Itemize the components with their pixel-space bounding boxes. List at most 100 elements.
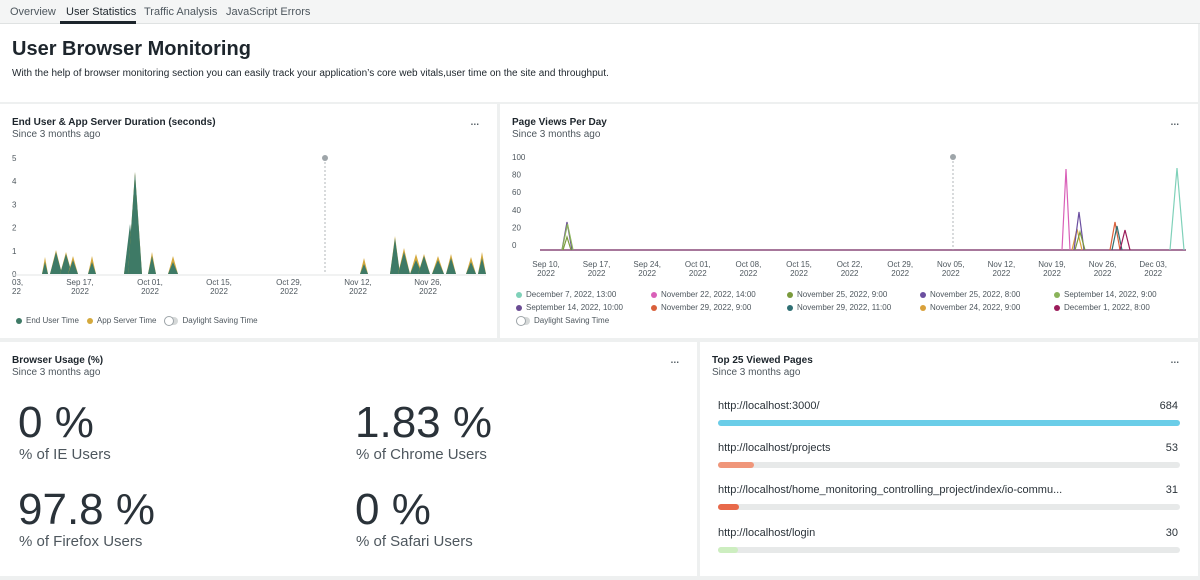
- end-user-area: [88, 262, 96, 274]
- widget-menu-button[interactable]: ...: [1170, 350, 1180, 366]
- legend-item[interactable]: November 22, 2022, 14:00: [651, 290, 756, 299]
- series-line: [562, 234, 572, 251]
- page-link[interactable]: http://localhost/login: [718, 527, 816, 539]
- end-user-area: [390, 238, 400, 274]
- y-tick-label: 80: [512, 171, 521, 180]
- x-tick-label: Oct 08,: [736, 260, 762, 269]
- end-user-area: [478, 258, 486, 274]
- daylight-saving-toggle[interactable]: [516, 315, 530, 326]
- daylight-saving-row: Daylight Saving Time: [516, 315, 610, 326]
- legend-item[interactable]: December 1, 2022, 8:00: [1054, 303, 1150, 312]
- end-user-area: [60, 254, 72, 274]
- ie-users-label: % of IE Users: [19, 446, 111, 463]
- page-link[interactable]: http://localhost/projects: [718, 442, 831, 454]
- legend-swatch: [920, 304, 926, 311]
- x-tick-label: 2022: [891, 269, 909, 278]
- page-header: User Browser Monitoring With the help of…: [0, 24, 1198, 102]
- page-view-bar-fill: [718, 420, 1180, 426]
- end-user-area: [410, 260, 422, 274]
- x-tick-label: Nov 26,: [1089, 260, 1117, 269]
- end-user-area: [360, 264, 368, 274]
- legend-item-end-user-time[interactable]: End User Time: [26, 316, 79, 325]
- y-tick-label: 4: [12, 177, 17, 186]
- widget-page-views-per-day: Page Views Per Day Since 3 months ago ..…: [500, 104, 1198, 338]
- end-user-area: [418, 256, 430, 274]
- x-tick-label: 2022: [280, 287, 298, 296]
- x-tick-label: 03,: [12, 278, 23, 287]
- end-user-area: [446, 258, 456, 274]
- legend-label: November 25, 2022, 9:00: [797, 290, 888, 299]
- legend-item[interactable]: September 14, 2022, 10:00: [516, 303, 623, 312]
- y-tick-label: 0: [512, 241, 517, 250]
- x-tick-label: Dec 03,: [1139, 260, 1167, 269]
- x-tick-label: 2022: [349, 287, 367, 296]
- firefox-users-value: 97.8 %: [18, 485, 155, 534]
- x-tick-label: Sep 17,: [66, 278, 94, 287]
- x-tick-label: 2022: [537, 269, 555, 278]
- legend-label: November 24, 2022, 9:00: [930, 303, 1021, 312]
- widget-end-user-app-server-duration: End User & App Server Duration (seconds)…: [0, 104, 497, 338]
- legend-label: November 29, 2022, 9:00: [661, 303, 752, 312]
- end-user-area: [168, 262, 178, 274]
- legend-item[interactable]: December 7, 2022, 13:00: [516, 290, 616, 299]
- page-view-count: 684: [1159, 400, 1178, 412]
- chart-legend: End User Time App Server Time Daylight S…: [16, 315, 258, 326]
- tab-javascript-errors[interactable]: JavaScript Errors: [226, 6, 311, 18]
- x-tick-label: 2022: [638, 269, 656, 278]
- widget-title: End User & App Server Duration (seconds): [12, 117, 216, 128]
- legend-swatch: [1054, 291, 1060, 298]
- x-tick-label: 2022: [419, 287, 437, 296]
- end-user-area: [398, 252, 410, 274]
- legend-item[interactable]: November 25, 2022, 8:00: [920, 290, 1020, 299]
- end-user-area: [432, 260, 444, 274]
- legend-label: September 14, 2022, 10:00: [526, 303, 623, 312]
- legend-item[interactable]: November 24, 2022, 9:00: [920, 303, 1020, 312]
- ie-users-value: 0 %: [18, 398, 94, 447]
- legend-swatch: [787, 291, 793, 298]
- x-tick-label: 2022: [71, 287, 89, 296]
- tab-traffic-analysis[interactable]: Traffic Analysis: [144, 6, 218, 18]
- daylight-saving-label: Daylight Saving Time: [534, 316, 610, 325]
- legend-item[interactable]: September 14, 2022, 9:00: [1054, 290, 1157, 299]
- x-tick-label: 2022: [942, 269, 960, 278]
- legend-item[interactable]: November 29, 2022, 9:00: [651, 303, 751, 312]
- x-tick-label: 2022: [841, 269, 859, 278]
- daylight-saving-toggle[interactable]: [164, 315, 179, 326]
- page-view-bar: [718, 547, 1180, 553]
- page-link[interactable]: http://localhost/home_monitoring_control…: [718, 484, 1063, 496]
- widget-menu-button[interactable]: ...: [1170, 112, 1180, 128]
- legend-item[interactable]: November 25, 2022, 9:00: [787, 290, 887, 299]
- safari-users-value: 0 %: [355, 485, 431, 534]
- widget-menu-button[interactable]: ...: [470, 112, 480, 128]
- tab-user-statistics[interactable]: User Statistics: [66, 6, 137, 18]
- series-line: [1169, 167, 1185, 251]
- x-tick-label: 2022: [1043, 269, 1061, 278]
- series-line: [1119, 229, 1131, 251]
- page-view-count: 31: [1165, 484, 1178, 496]
- y-tick-label: 3: [12, 200, 17, 209]
- x-tick-label: Oct 15,: [786, 260, 812, 269]
- series-line: [1109, 221, 1121, 251]
- x-tick-label: Oct 01,: [137, 278, 163, 287]
- series-line: [1061, 168, 1071, 251]
- chrome-users-label: % of Chrome Users: [356, 446, 487, 463]
- legend-item[interactable]: November 29, 2022, 11:00: [787, 303, 891, 312]
- x-tick-label: Oct 01,: [685, 260, 711, 269]
- series-line: [561, 223, 574, 251]
- legend-item-app-server-time[interactable]: App Server Time: [96, 316, 157, 325]
- x-tick-label: 2022: [588, 269, 606, 278]
- x-tick-label: Nov 12,: [988, 260, 1016, 269]
- legend-label: November 29, 2022, 11:00: [797, 303, 892, 312]
- x-tick-label: Sep 24,: [633, 260, 661, 269]
- y-tick-label: 1: [12, 247, 17, 256]
- x-tick-label: Oct 22,: [837, 260, 863, 269]
- page-title: User Browser Monitoring: [12, 38, 251, 60]
- widget-menu-button[interactable]: ...: [670, 350, 680, 366]
- end-user-area: [42, 262, 48, 274]
- tab-overview[interactable]: Overview: [10, 6, 56, 18]
- page-link[interactable]: http://localhost:3000/: [718, 400, 820, 412]
- widget-title: Top 25 Viewed Pages: [712, 355, 813, 366]
- x-tick-label: 2022: [210, 287, 228, 296]
